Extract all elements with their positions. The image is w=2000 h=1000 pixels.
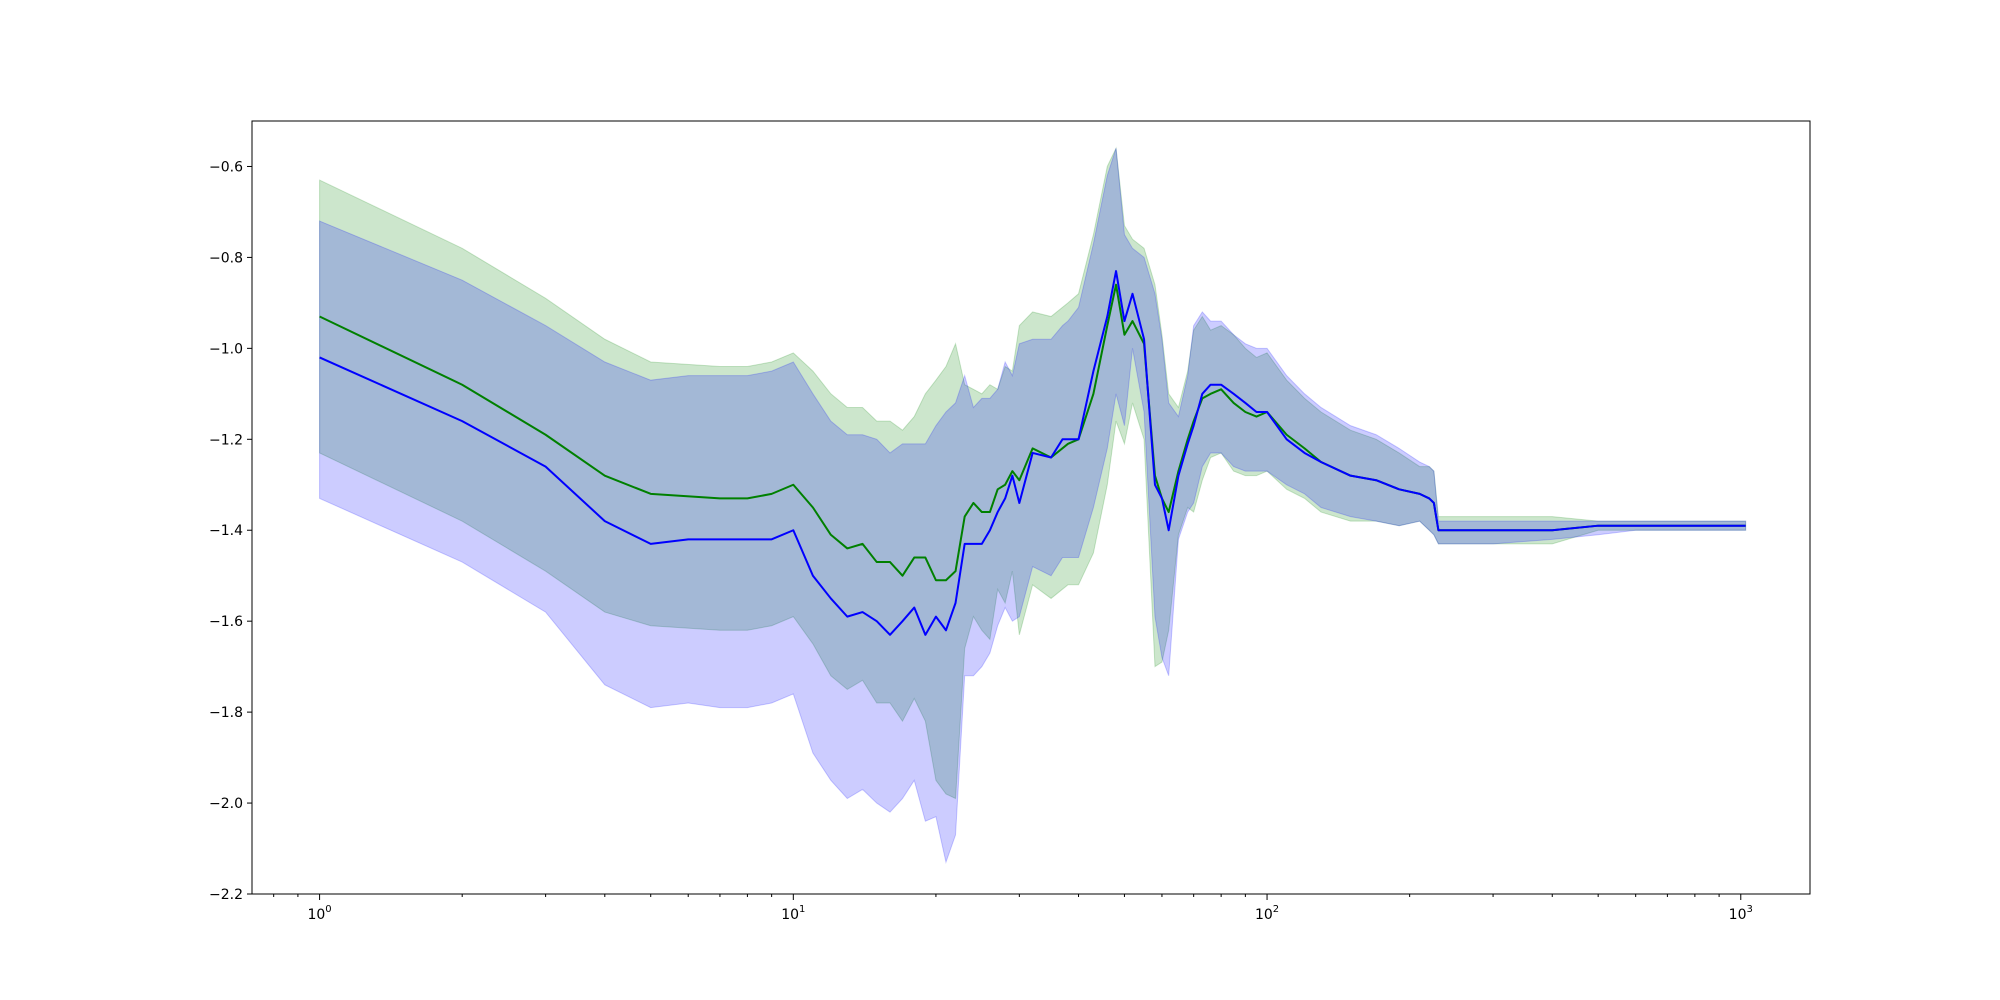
y-tick-label: −0.6: [209, 159, 243, 175]
y-tick-label: −2.0: [209, 796, 243, 812]
x-tick-label: 101: [781, 904, 805, 923]
y-tick-label: −1.6: [209, 614, 243, 630]
y-tick-label: −1.4: [209, 523, 243, 539]
x-tick-base: 10: [1729, 907, 1747, 923]
x-tick-label: 100: [307, 904, 331, 923]
axes-frame: [251, 120, 1811, 895]
x-tick-base: 10: [307, 907, 325, 923]
x-tick-exponent: 2: [1273, 904, 1279, 915]
x-tick-exponent: 1: [799, 904, 805, 915]
plot-content: [319, 146, 1747, 864]
x-tick-exponent: 3: [1747, 904, 1753, 915]
y-tick-label: −1.2: [209, 432, 243, 448]
x-tick-base: 10: [781, 907, 799, 923]
x-tick-label: 102: [1255, 904, 1279, 923]
y-tick-label: −1.8: [209, 705, 243, 721]
y-tick-label: −0.8: [209, 250, 243, 266]
x-tick-exponent: 0: [325, 904, 331, 915]
y-tick-label: −2.2: [209, 887, 243, 903]
x-tick-label: 103: [1729, 904, 1753, 923]
band-0: [319, 146, 1747, 800]
band-1: [319, 148, 1747, 864]
y-tick-label: −1.0: [209, 341, 243, 357]
x-tick-base: 10: [1255, 907, 1273, 923]
series-line-1: [319, 270, 1746, 636]
plot-area: [319, 146, 1747, 864]
